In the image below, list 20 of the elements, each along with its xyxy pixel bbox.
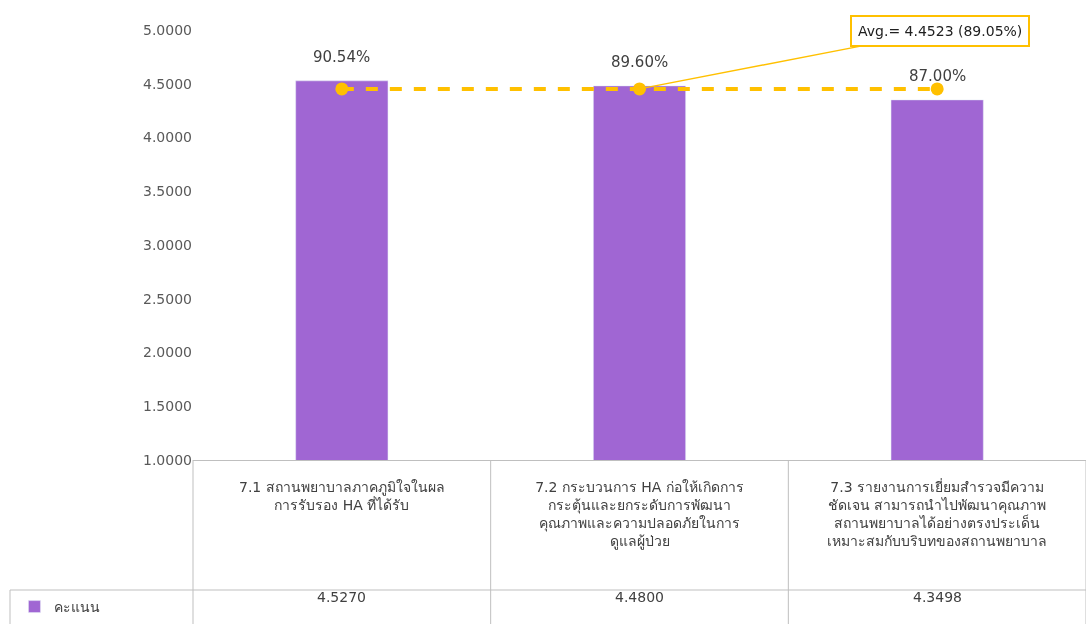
y-tick-label: 2.5000 — [143, 290, 192, 307]
annotation: 89.60% — [611, 53, 669, 71]
annotation: Avg.= 4.4523 (89.05%) — [858, 23, 1023, 39]
y-tick-label: 4.5000 — [143, 75, 192, 92]
y-tick-label: 3.5000 — [143, 183, 192, 200]
annotation: 87.00% — [909, 67, 967, 85]
annotation: 90.54% — [313, 48, 371, 66]
x-tick-label: 7.3 รายงานการเยี่ยมสำรวจมีความ ชัดเจน สามารถนำไปพัฒนาคุณภาพ สถานพยาบาลได้อย่างตรงประเด็น เหมาะสมกับบริบทของสถานพยาบาล — [827, 477, 1048, 550]
y-tick-label: 1.0000 — [143, 451, 192, 468]
x-tick-label: 7.2 กระบวนการ HA ก่อให้เกิดการ กระตุ้นและยกระดับการพัฒนา คุณภาพและความปลอดภัยในการ ดูแลผู้ป่วย — [535, 478, 744, 551]
x-tick-label: 7.1 สถานพยาบาลภาคภูมิใจในผล การรับรอง HA ที่ได้รับ — [238, 478, 445, 513]
y-tick-label: 4.0000 — [143, 129, 192, 146]
data-label: 4.3498 — [913, 589, 962, 605]
y-tick-label: 2.0000 — [143, 344, 192, 361]
y-tick-label: 1.5000 — [143, 398, 192, 415]
y-tick-label: 5.0000 — [143, 21, 192, 38]
data-label: 4.5270 — [317, 589, 366, 605]
y-tick-label: 3.0000 — [143, 236, 192, 253]
data-label: 4.4800 — [615, 589, 664, 605]
legend-label: คะแนน — [54, 599, 101, 616]
